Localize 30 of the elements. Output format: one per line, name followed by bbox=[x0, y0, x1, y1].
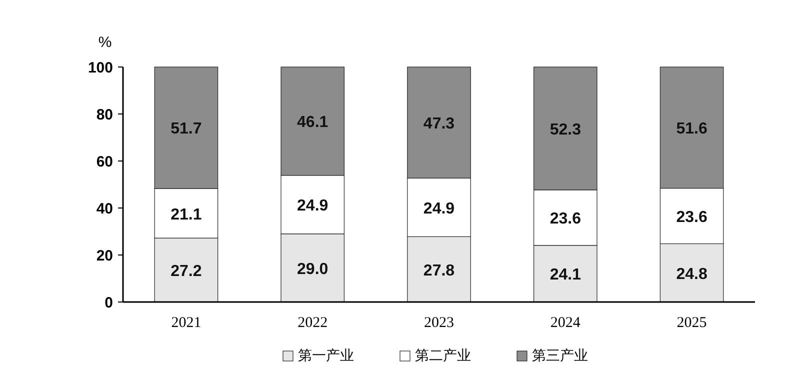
legend-label: 第二产业 bbox=[415, 348, 471, 364]
data-label: 51.7 bbox=[170, 120, 202, 138]
legend-label: 第三产业 bbox=[532, 348, 588, 364]
data-label: 52.3 bbox=[550, 121, 582, 138]
x-tick-label: 2023 bbox=[424, 315, 454, 331]
x-tick-label: 2021 bbox=[171, 315, 202, 331]
data-label: 27.8 bbox=[423, 262, 455, 280]
y-tick-label: 80 bbox=[96, 106, 113, 124]
y-tick-label: 100 bbox=[88, 59, 113, 76]
data-label: 27.2 bbox=[170, 263, 202, 280]
y-tick-label: 0 bbox=[104, 294, 113, 312]
x-tick-label: 2025 bbox=[676, 315, 707, 331]
data-label: 23.6 bbox=[676, 208, 708, 226]
data-label: 24.9 bbox=[423, 200, 455, 218]
legend-label: 第一产业 bbox=[298, 348, 354, 364]
y-tick-label: 20 bbox=[96, 247, 113, 264]
y-axis-title: % bbox=[98, 34, 112, 51]
data-label: 46.1 bbox=[297, 114, 328, 132]
data-label: 24.1 bbox=[550, 266, 582, 284]
data-label: 21.1 bbox=[170, 206, 202, 224]
data-label: 47.3 bbox=[423, 116, 455, 133]
data-label: 24.9 bbox=[297, 198, 328, 215]
x-tick-label: 2024 bbox=[550, 315, 581, 331]
data-label: 24.8 bbox=[676, 266, 708, 283]
data-label: 29.0 bbox=[297, 260, 328, 278]
data-label: 23.6 bbox=[550, 210, 582, 228]
y-tick-label: 40 bbox=[96, 200, 113, 218]
y-tick-label: 60 bbox=[96, 153, 113, 170]
x-tick-label: 2022 bbox=[298, 315, 328, 331]
data-label: 51.6 bbox=[676, 120, 708, 138]
